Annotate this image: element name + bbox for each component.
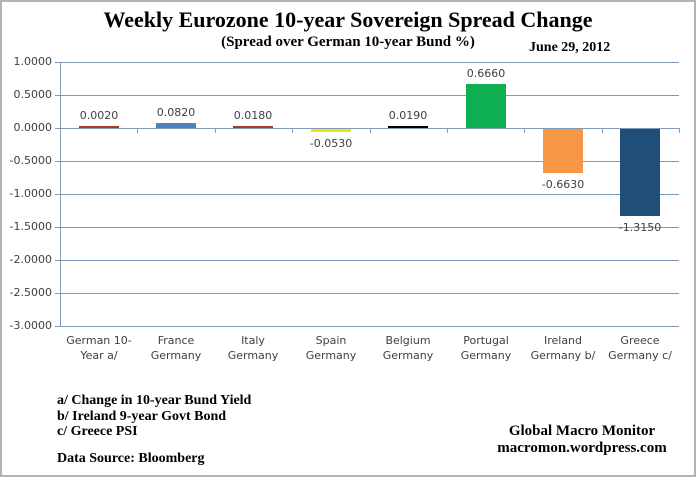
footnotes: a/ Change in 10-year Bund Yield b/ Irela…: [57, 393, 251, 466]
bar-belgium-germany: [388, 126, 428, 128]
y-axis-label: -2.5000: [9, 286, 52, 299]
gridline: [60, 227, 679, 228]
chart-subtitle: (Spread over German 10-year Bund %): [221, 34, 475, 50]
attribution: Global Macro Monitor macromon.wordpress.…: [462, 423, 694, 457]
y-axis-tick: [55, 260, 60, 261]
bar-german-10-year-a-: [79, 126, 119, 128]
y-axis-tick: [55, 62, 60, 63]
gridline: [60, 260, 679, 261]
gridline: [60, 95, 679, 96]
footnote-a: a/ Change in 10-year Bund Yield: [57, 393, 252, 408]
y-axis-tick: [55, 227, 60, 228]
gridline: [60, 62, 679, 63]
y-axis-label: -1.0000: [9, 187, 52, 200]
chart-date: June 29, 2012: [529, 40, 611, 55]
y-axis-tick: [55, 293, 60, 294]
y-axis-label: -1.5000: [9, 220, 52, 233]
bar-value-label: -0.6630: [541, 178, 585, 191]
x-axis-category-label: Belgium Germany: [382, 334, 434, 362]
bar-value-label: -0.0530: [309, 137, 353, 150]
footnote-b: b/ Ireland 9-year Govt Bond: [57, 408, 227, 424]
category-axis-tick: [137, 128, 139, 133]
attribution-url: macromon.wordpress.com: [497, 440, 667, 456]
gridline: [60, 161, 679, 162]
bar-spain-germany: [311, 129, 351, 132]
bar-france-germany: [156, 123, 196, 128]
attribution-name: Global Macro Monitor: [508, 423, 656, 439]
category-axis-tick: [679, 128, 680, 133]
x-axis-category-label: Portugal Germany: [460, 334, 512, 362]
gridline: [60, 293, 679, 294]
bar-italy-germany: [233, 126, 273, 128]
x-axis-category-label: Italy Germany: [227, 334, 279, 362]
y-axis-line: [60, 62, 61, 327]
data-source-note: Data Source: Bloomberg: [57, 450, 205, 466]
y-axis-label: -3.0000: [9, 319, 52, 332]
category-axis-tick: [60, 128, 61, 133]
category-axis-tick: [369, 128, 371, 133]
category-axis-tick: [292, 128, 294, 133]
x-axis-category-label: France Germany: [150, 334, 202, 362]
category-axis-tick: [601, 128, 603, 133]
category-axis-tick: [214, 128, 216, 133]
y-axis-tick: [55, 326, 60, 327]
y-axis-tick: [55, 194, 60, 195]
category-axis-tick: [446, 128, 448, 133]
bar-value-label: 0.0190: [388, 109, 428, 122]
bar-greece-germany-c-: [620, 129, 660, 216]
footnote-c: c/ Greece PSI: [57, 424, 138, 439]
bar-ireland-germany-b-: [543, 129, 583, 173]
y-axis-tick: [55, 95, 60, 96]
bar-value-label: 0.0820: [156, 106, 196, 119]
bar-value-label: 0.0020: [79, 109, 119, 122]
x-axis-category-label: Ireland Germany b/: [530, 334, 596, 362]
chart-title: Weekly Eurozone 10-year Sovereign Spread…: [103, 7, 593, 32]
category-axis-tick: [524, 128, 526, 133]
y-axis-label: -2.0000: [9, 253, 52, 266]
bar-value-label: 0.6660: [466, 67, 506, 80]
bar-value-label: 0.0180: [233, 109, 273, 122]
y-axis-tick: [55, 128, 60, 129]
y-axis-label: 0.5000: [13, 88, 53, 101]
x-axis-category-label: Greece Germany c/: [608, 334, 672, 362]
x-axis-category-label: Spain Germany: [305, 334, 357, 362]
y-axis-tick: [55, 161, 60, 162]
x-axis-category-label: German 10- Year a/: [66, 334, 132, 362]
y-axis-label: 1.0000: [13, 55, 53, 68]
y-axis-label: 0.0000: [13, 121, 53, 134]
bar-portugal-germany: [466, 84, 506, 128]
bar-value-label: -1.3150: [618, 221, 662, 234]
gridline: [60, 326, 679, 327]
y-axis-label: -0.5000: [9, 154, 52, 167]
gridline: [60, 194, 679, 195]
